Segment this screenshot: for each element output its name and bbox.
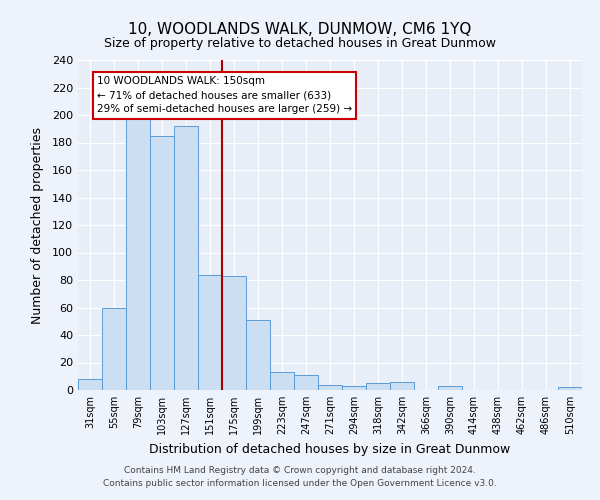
Bar xyxy=(198,274,222,390)
Y-axis label: Number of detached properties: Number of detached properties xyxy=(31,126,44,324)
Text: Size of property relative to detached houses in Great Dunmow: Size of property relative to detached ho… xyxy=(104,38,496,51)
Text: 10 WOODLANDS WALK: 150sqm
← 71% of detached houses are smaller (633)
29% of semi: 10 WOODLANDS WALK: 150sqm ← 71% of detac… xyxy=(97,76,352,114)
Bar xyxy=(294,375,318,390)
Bar xyxy=(342,386,366,390)
Text: Contains HM Land Registry data © Crown copyright and database right 2024.
Contai: Contains HM Land Registry data © Crown c… xyxy=(103,466,497,487)
Bar xyxy=(390,382,414,390)
Bar xyxy=(126,114,150,390)
Text: 10, WOODLANDS WALK, DUNMOW, CM6 1YQ: 10, WOODLANDS WALK, DUNMOW, CM6 1YQ xyxy=(128,22,472,38)
Bar xyxy=(150,136,174,390)
Bar xyxy=(270,372,294,390)
Bar xyxy=(438,386,462,390)
Bar xyxy=(318,384,342,390)
X-axis label: Distribution of detached houses by size in Great Dunmow: Distribution of detached houses by size … xyxy=(149,442,511,456)
Bar xyxy=(102,308,126,390)
Bar xyxy=(366,383,390,390)
Bar xyxy=(246,320,270,390)
Bar xyxy=(174,126,198,390)
Bar xyxy=(222,276,246,390)
Bar xyxy=(78,379,102,390)
Bar xyxy=(558,387,582,390)
